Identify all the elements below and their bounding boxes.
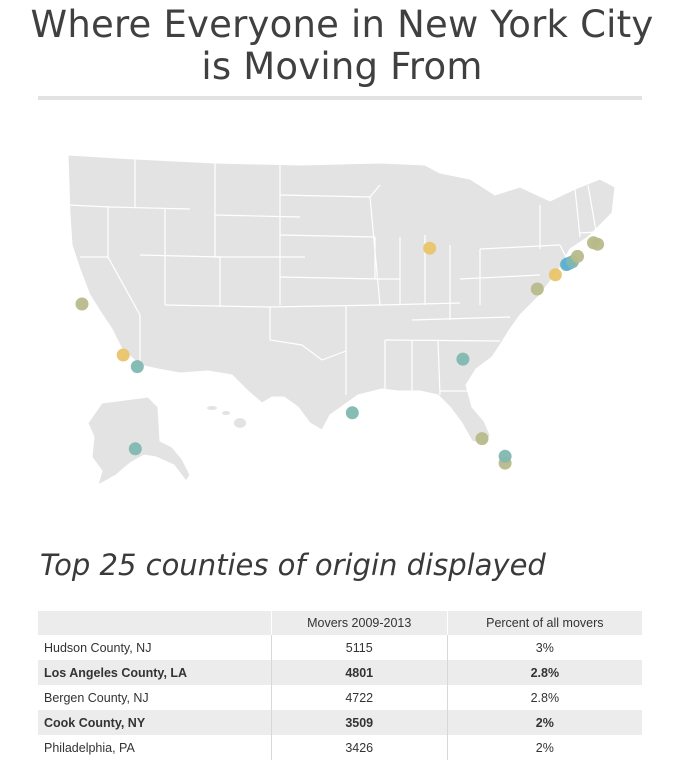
header-county: [38, 611, 272, 635]
origin-marker[interactable]: [75, 297, 89, 311]
page-title: Where Everyone in New York City is Movin…: [0, 4, 684, 88]
us-map-svg: [67, 154, 616, 487]
county-cell: Cook County, NY: [38, 710, 272, 735]
header-movers: Movers 2009-2013: [271, 611, 448, 635]
percent-cell: 2.8%: [447, 660, 642, 685]
table-row: Philadelphia, PA 3426 2%: [38, 735, 642, 760]
subtitle: Top 25 counties of origin displayed: [40, 548, 546, 582]
origin-marker[interactable]: [345, 406, 359, 420]
origin-marker[interactable]: [475, 432, 489, 446]
origin-marker[interactable]: [128, 442, 142, 456]
page-title-line1: Where Everyone in New York City: [30, 3, 654, 46]
movers-cell: 3426: [271, 735, 448, 760]
origin-marker[interactable]: [456, 352, 470, 366]
origin-marker[interactable]: [591, 237, 605, 251]
percent-cell: 2.8%: [447, 685, 642, 710]
table-row: Hudson County, NJ 5115 3%: [38, 635, 642, 660]
percent-cell: 2%: [447, 735, 642, 760]
movers-cell: 4722: [271, 685, 448, 710]
title-divider: [38, 96, 642, 100]
origin-table: Movers 2009-2013 Percent of all movers H…: [38, 611, 642, 760]
origin-marker[interactable]: [530, 282, 544, 296]
table-header-row: Movers 2009-2013 Percent of all movers: [38, 611, 642, 635]
page-title-line2: is Moving From: [201, 45, 483, 88]
table-row: Bergen County, NJ 4722 2.8%: [38, 685, 642, 710]
percent-cell: 2%: [447, 710, 642, 735]
hawaii-island: [207, 406, 217, 410]
origin-marker[interactable]: [130, 360, 144, 374]
table-row: Cook County, NY 3509 2%: [38, 710, 642, 735]
origin-markers: [75, 236, 605, 470]
county-cell: Hudson County, NJ: [38, 635, 272, 660]
hawaii-island: [234, 418, 246, 428]
table-row: Los Angeles County, LA 4801 2.8%: [38, 660, 642, 685]
us-map[interactable]: [40, 145, 640, 495]
county-cell: Bergen County, NJ: [38, 685, 272, 710]
county-cell: Los Angeles County, LA: [38, 660, 272, 685]
hawaii-island: [222, 411, 230, 415]
origin-marker[interactable]: [423, 241, 437, 255]
county-cell: Philadelphia, PA: [38, 735, 272, 760]
movers-cell: 3509: [271, 710, 448, 735]
movers-cell: 5115: [271, 635, 448, 660]
header-percent: Percent of all movers: [447, 611, 642, 635]
origin-marker[interactable]: [548, 268, 562, 282]
origin-marker[interactable]: [498, 449, 512, 463]
percent-cell: 3%: [447, 635, 642, 660]
contiguous-us-land: [67, 154, 616, 446]
origin-marker[interactable]: [571, 249, 584, 263]
origin-marker[interactable]: [116, 348, 130, 362]
alaska-land: [87, 396, 191, 487]
movers-cell: 4801: [271, 660, 448, 685]
